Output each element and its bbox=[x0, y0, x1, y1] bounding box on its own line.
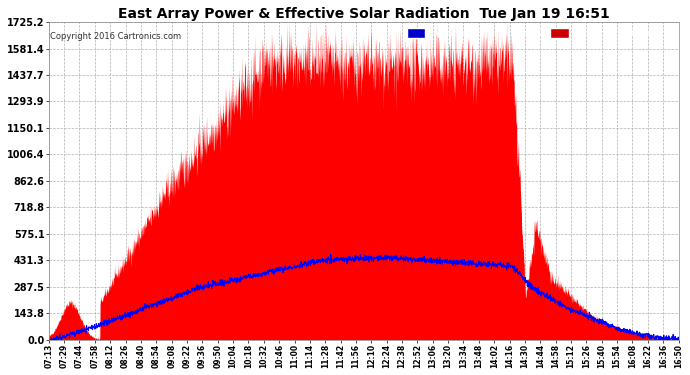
Title: East Array Power & Effective Solar Radiation  Tue Jan 19 16:51: East Array Power & Effective Solar Radia… bbox=[118, 7, 609, 21]
Legend: Radiation (Effective w/m2), East Array  (DC Watts): Radiation (Effective w/m2), East Array (… bbox=[405, 27, 674, 40]
Text: Copyright 2016 Cartronics.com: Copyright 2016 Cartronics.com bbox=[50, 32, 181, 40]
